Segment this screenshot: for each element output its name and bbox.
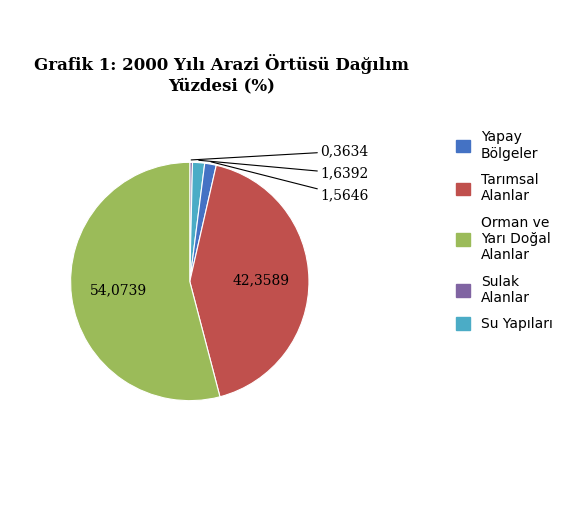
Text: 0,3634: 0,3634	[191, 144, 368, 160]
Text: 1,6392: 1,6392	[199, 160, 368, 180]
Text: 42,3589: 42,3589	[233, 273, 290, 287]
Wedge shape	[190, 163, 216, 282]
Text: 54,0739: 54,0739	[90, 284, 147, 298]
Wedge shape	[190, 162, 205, 282]
Legend: Yapay
Bölgeler, Tarımsal
Alanlar, Orman ve
Yarı Doğal
Alanlar, Sulak
Alanlar, Su: Yapay Bölgeler, Tarımsal Alanlar, Orman …	[456, 130, 552, 331]
Title: Grafik 1: 2000 Yılı Arazi Örtüsü Dağılım
Yüzdesi (%): Grafik 1: 2000 Yılı Arazi Örtüsü Dağılım…	[34, 55, 409, 94]
Wedge shape	[71, 162, 220, 401]
Text: 1,5646: 1,5646	[211, 162, 369, 203]
Wedge shape	[190, 162, 192, 282]
Wedge shape	[190, 165, 309, 397]
